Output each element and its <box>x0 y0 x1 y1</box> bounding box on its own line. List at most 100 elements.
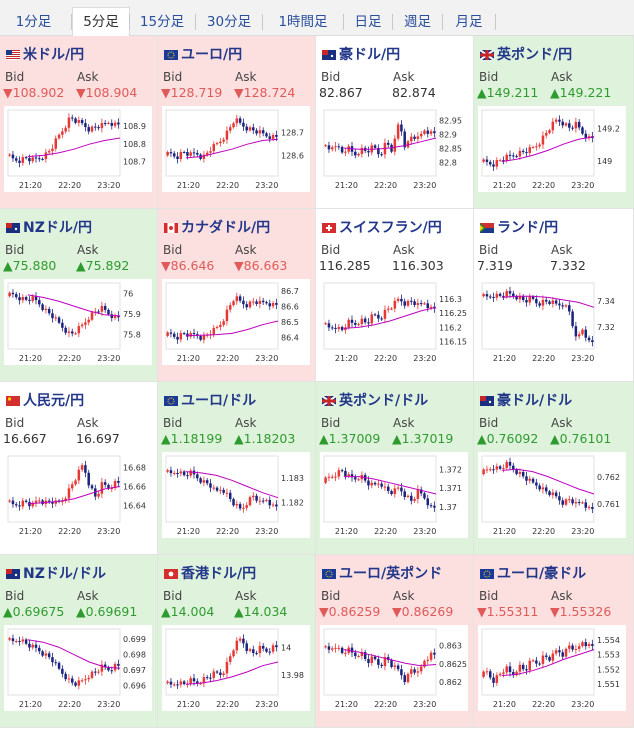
currency-pair-link[interactable]: NZドル/円 <box>6 217 92 237</box>
candle-body <box>47 500 51 502</box>
rate-panel[interactable]: ユーロ/ドル Bid Ask ▲1.18199 ▲1.18203 1.183 1.182 21… <box>158 382 316 555</box>
eu-flag-icon <box>480 567 494 579</box>
currency-pair-link[interactable]: 英ポンド/ドル <box>321 390 428 410</box>
rate-panel[interactable]: 豪ドル/円 Bid Ask 82.867 82.874 82.95 82.9 82.85 82.… <box>316 36 474 209</box>
candle-body <box>34 296 38 301</box>
candlestick-chart[interactable]: 86.7 86.6 86.5 86.4 21:20 22:20 23:20 <box>162 279 310 365</box>
currency-pair-link[interactable]: ユーロ/ドル <box>164 390 256 410</box>
chart-svg: 86.7 86.6 86.5 86.4 21:20 22:20 23:20 <box>165 282 299 363</box>
currency-pair-link[interactable]: スイスフラン/円 <box>322 217 442 237</box>
candle-body <box>169 332 173 334</box>
candlestick-chart[interactable]: 108.9 108.8 108.7 21:20 22:20 23:20 <box>4 106 152 192</box>
candle-body <box>107 122 110 124</box>
candle-body <box>347 319 350 328</box>
x-tick-label: 22:20 <box>532 181 555 190</box>
candlestick-chart[interactable]: 82.95 82.9 82.85 82.8 21:20 22:20 23:20 <box>320 106 468 192</box>
currency-pair-link[interactable]: 豪ドル/ドル <box>480 390 572 410</box>
currency-pair-link[interactable]: 英ポンド/円 <box>479 44 572 64</box>
candle-body <box>482 294 485 297</box>
candle-body <box>574 648 578 650</box>
gb-flag-icon <box>321 394 337 407</box>
candle-body <box>275 645 278 648</box>
y-tick-label: 108.7 <box>123 158 146 167</box>
candle-body <box>410 136 413 142</box>
rate-panel[interactable]: 香港ドル/円 Bid Ask ▲14.004 ▲14.034 14 13.98 21:20 22… <box>158 555 316 728</box>
currency-pair-link[interactable]: 米ドル/円 <box>6 44 84 64</box>
rate-panel[interactable]: ランド/円 Bid Ask 7.319 7.332 7.34 7.32 21:20 22:20 2… <box>474 209 634 382</box>
tab-4[interactable]: 1時間足 <box>278 14 328 30</box>
tab-0[interactable]: 1分足 <box>15 14 52 30</box>
candlestick-chart[interactable]: 76 75.9 75.8 21:20 22:20 23:20 <box>4 279 152 365</box>
candle-body <box>265 133 268 137</box>
currency-pair-link[interactable]: ユーロ/英ポンド <box>322 563 442 583</box>
rate-panel[interactable]: ユーロ/英ポンド Bid Ask ▼0.86259 ▼0.86269 0.863 0.862… <box>316 555 474 728</box>
ask-label: Ask <box>393 70 415 84</box>
tab-7[interactable]: 月足 <box>455 14 483 30</box>
candle-body <box>261 500 265 502</box>
candle-body <box>54 662 58 664</box>
candle-body <box>515 469 518 474</box>
candle-body <box>117 481 120 483</box>
tab-separator <box>442 14 443 30</box>
rate-panel[interactable]: スイスフラン/円 Bid Ask 116.285 116.303 116.3 116.25 1… <box>316 209 474 382</box>
rate-panel[interactable]: 豪ドル/ドル Bid Ask ▲0.76092 ▲0.76101 0.762 0.761 21… <box>474 382 634 555</box>
candle-body <box>189 470 192 476</box>
currency-pair-link[interactable]: 人民元/円 <box>6 390 84 410</box>
currency-pair-name: NZドル/ドル <box>23 566 106 582</box>
candle-body <box>57 134 61 139</box>
x-tick-label: 23:20 <box>571 181 594 190</box>
candle-body <box>242 300 245 305</box>
tab-2[interactable]: 15分足 <box>139 14 185 30</box>
candle-body <box>354 477 357 480</box>
rate-panel[interactable]: 人民元/円 Bid Ask 16.667 16.697 16.68 16.66 16.64 21… <box>0 382 158 555</box>
rate-panel[interactable]: NZドル/円 Bid Ask ▲75.880 ▲75.892 76 75.9 75.8 21:2… <box>0 209 158 382</box>
currency-pair-link[interactable]: ユーロ/円 <box>164 44 242 64</box>
y-tick-label: 0.762 <box>597 473 620 482</box>
tab-6[interactable]: 週足 <box>404 14 431 30</box>
candle-body <box>179 681 183 685</box>
tab-1[interactable]: 5分足 <box>72 7 130 37</box>
candlestick-chart[interactable]: 1.372 1.371 1.37 21:20 22:20 23:20 <box>320 452 468 538</box>
rate-panel[interactable]: カナダドル/円 Bid Ask ▼86.646 ▼86.663 86.7 86.6 86.5 8… <box>158 209 316 382</box>
candlestick-chart[interactable]: 128.7 128.6 21:20 22:20 23:20 <box>162 106 310 192</box>
currency-pair-link[interactable]: ユーロ/豪ドル <box>480 563 586 583</box>
currency-pair-link[interactable]: 香港ドル/円 <box>164 563 256 583</box>
bid-price: ▲0.76092 <box>477 431 539 446</box>
tab-3[interactable]: 30分足 <box>206 14 252 30</box>
candle-body <box>225 130 229 140</box>
rate-panel[interactable]: NZドル/ドル Bid Ask ▲0.69675 ▲0.69691 0.699 0.698 0… <box>0 555 158 728</box>
rate-panel[interactable]: 米ドル/円 Bid Ask ▼108.902 ▼108.904 108.9 108.8 108… <box>0 36 158 209</box>
candlestick-chart[interactable]: 0.699 0.698 0.697 0.696 21:20 22:20 23:20 <box>4 625 152 711</box>
candlestick-chart[interactable]: 1.554 1.553 1.552 1.551 21:20 22:20 23:20 <box>478 625 626 711</box>
currency-pair-link[interactable]: カナダドル/円 <box>164 217 270 237</box>
currency-pair-link[interactable]: NZドル/ドル <box>6 563 106 583</box>
candle-body <box>97 671 100 673</box>
candle-body <box>551 492 555 496</box>
candlestick-chart[interactable]: 149.2 149 21:20 22:20 23:20 <box>478 106 626 192</box>
candle-body <box>215 487 219 491</box>
y-tick-label: 0.696 <box>123 681 146 690</box>
rate-panel[interactable]: ユーロ/円 Bid Ask ▼128.719 ▼128.724 128.7 128.6 21:… <box>158 36 316 209</box>
moving-average-line <box>185 471 279 499</box>
candle-body <box>103 482 107 485</box>
candlestick-chart[interactable]: 116.3 116.25 116.2 116.15 21:20 22:20 23:20 <box>320 279 468 365</box>
currency-pair-link[interactable]: ランド/円 <box>480 217 558 237</box>
candlestick-chart[interactable]: 1.183 1.182 21:20 22:20 23:20 <box>162 452 310 538</box>
rate-panel[interactable]: 英ポンド/ドル Bid Ask ▲1.37009 ▲1.37019 1.372 1.371 1… <box>316 382 474 555</box>
candle-body <box>373 145 377 148</box>
candlestick-chart[interactable]: 0.863 0.8625 0.862 21:20 22:20 23:20 <box>320 625 468 711</box>
candlestick-chart[interactable]: 7.34 7.32 21:20 22:20 23:20 <box>478 279 626 365</box>
candle-body <box>113 122 117 126</box>
rate-panel[interactable]: 英ポンド/円 Bid Ask ▲149.211 ▲149.221 149.2 149 21:2… <box>474 36 634 209</box>
currency-pair-link[interactable]: 豪ドル/円 <box>322 44 400 64</box>
candle-body <box>515 296 518 300</box>
bid-price: 7.319 <box>477 258 513 273</box>
candlestick-chart[interactable]: 16.68 16.66 16.64 21:20 22:20 23:20 <box>4 452 152 538</box>
tab-5[interactable]: 日足 <box>354 14 382 30</box>
candle-body <box>212 487 216 489</box>
candlestick-chart[interactable]: 14 13.98 21:20 22:20 23:20 <box>162 625 310 711</box>
candle-body <box>337 326 341 329</box>
candlestick-chart[interactable]: 0.762 0.761 21:20 22:20 23:20 <box>478 452 626 538</box>
rate-panel[interactable]: ユーロ/豪ドル Bid Ask ▼1.55311 ▼1.55326 1.554 1.553 1… <box>474 555 634 728</box>
chart-svg: 116.3 116.25 116.2 116.15 21:20 22:20 23:20 <box>323 282 467 363</box>
